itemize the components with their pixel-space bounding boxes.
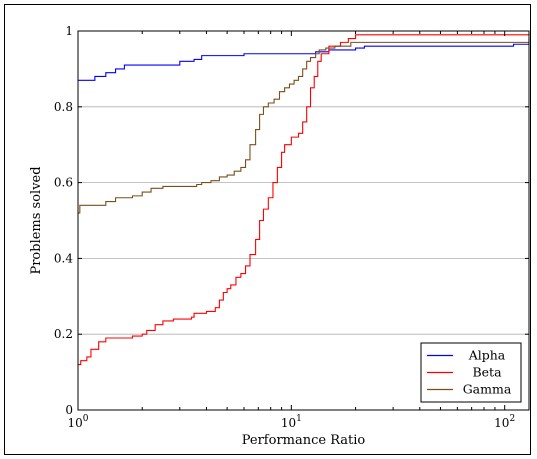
plot-border bbox=[77, 30, 530, 411]
y-tick-label: 0.6 bbox=[54, 176, 73, 190]
y-tick-label: 0 bbox=[65, 403, 73, 417]
y-tick-label: 1 bbox=[65, 24, 73, 38]
y-axis-label: Problems solved bbox=[29, 166, 44, 274]
x-tick-label: 101 bbox=[281, 414, 302, 430]
y-tick-label: 0.2 bbox=[54, 327, 73, 341]
legend-label-gamma: Gamma bbox=[463, 382, 512, 397]
series-lines bbox=[78, 32, 530, 366]
legend-label-alpha: Alpha bbox=[468, 348, 506, 363]
figure-frame bbox=[4, 4, 531, 455]
legend: Alpha Beta Gamma bbox=[420, 342, 522, 403]
x-axis-label: Performance Ratio bbox=[242, 433, 366, 448]
series-line-gamma bbox=[78, 38, 530, 214]
legend-label-beta: Beta bbox=[472, 365, 502, 380]
x-tick-label: 100 bbox=[67, 414, 88, 430]
axis-ticks bbox=[77, 30, 529, 411]
x-tick-label: 102 bbox=[494, 414, 515, 430]
series-line-beta bbox=[78, 32, 530, 366]
y-tick-label: 0.4 bbox=[54, 251, 73, 265]
y-tick-label: 0.8 bbox=[54, 100, 73, 114]
axis-tick-labels: 0 0.2 0.4 0.6 0.8 1 100 101 102 bbox=[54, 24, 515, 430]
series-line-alpha bbox=[78, 42, 530, 81]
grid-lines bbox=[78, 106, 529, 335]
